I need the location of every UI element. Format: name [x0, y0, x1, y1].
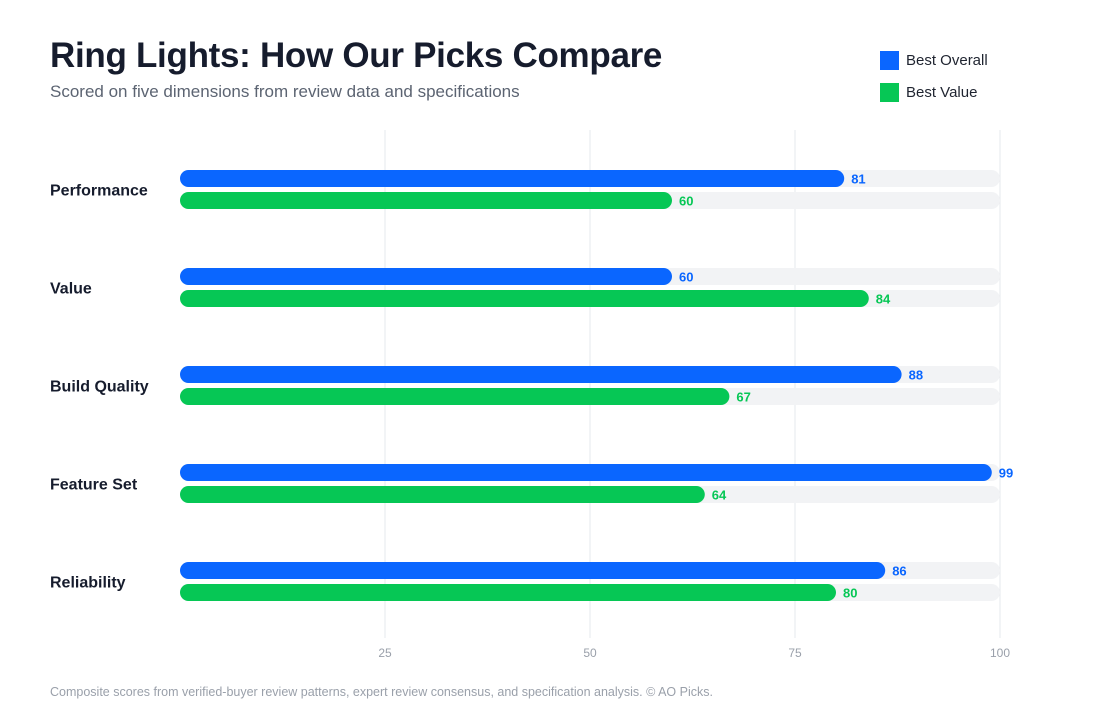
legend-label-best-value: Best Value	[906, 83, 978, 101]
x-tick-label-75: 75	[788, 646, 802, 660]
value-label-value-best-value: 84	[876, 292, 891, 307]
category-label-feature-set: Feature Set	[50, 477, 138, 494]
value-label-reliability-best-value: 80	[843, 586, 857, 601]
x-tick-label-100: 100	[990, 646, 1010, 660]
category-label-performance: Performance	[50, 183, 148, 200]
bar-performance-best-overall	[180, 170, 845, 187]
bar-build-quality-best-overall	[180, 366, 902, 383]
bar-feature-set-best-overall	[180, 464, 992, 481]
legend-item-best-overall: Best Overall	[880, 44, 988, 76]
value-label-feature-set-best-value: 64	[712, 488, 727, 503]
legend: Best Overall Best Value	[880, 44, 988, 108]
legend-swatch-best-value	[880, 82, 899, 102]
value-label-performance-best-value: 60	[679, 194, 693, 209]
value-label-feature-set-best-overall: 99	[999, 466, 1013, 481]
bar-value-best-value	[180, 290, 869, 307]
footer-note: Composite scores from verified-buyer rev…	[50, 685, 713, 699]
x-tick-label-25: 25	[378, 646, 392, 660]
value-label-performance-best-overall: 81	[851, 172, 865, 187]
value-label-build-quality-best-overall: 88	[909, 368, 923, 383]
bar-build-quality-best-value	[180, 388, 730, 405]
legend-item-best-value: Best Value	[880, 76, 988, 108]
category-label-build-quality: Build Quality	[50, 379, 149, 396]
value-label-value-best-overall: 60	[679, 270, 693, 285]
chart-subtitle: Scored on five dimensions from review da…	[50, 82, 520, 101]
bar-reliability-best-overall	[180, 562, 886, 579]
chart-title: Ring Lights: How Our Picks Compare	[50, 36, 663, 75]
x-tick-label-50: 50	[583, 646, 597, 660]
value-label-build-quality-best-value: 67	[736, 390, 750, 405]
category-label-reliability: Reliability	[50, 575, 126, 592]
bar-chart: 25 50 75 100 Performance 81 60 Value 60 84 Build Q…	[50, 130, 1013, 660]
value-label-reliability-best-overall: 86	[892, 564, 906, 579]
legend-label-best-overall: Best Overall	[906, 51, 988, 69]
category-label-value: Value	[50, 281, 92, 298]
bar-value-best-overall	[180, 268, 672, 285]
bar-feature-set-best-value	[180, 486, 705, 503]
bar-reliability-best-value	[180, 584, 836, 601]
legend-swatch-best-overall	[880, 50, 899, 70]
bar-performance-best-value	[180, 192, 672, 209]
